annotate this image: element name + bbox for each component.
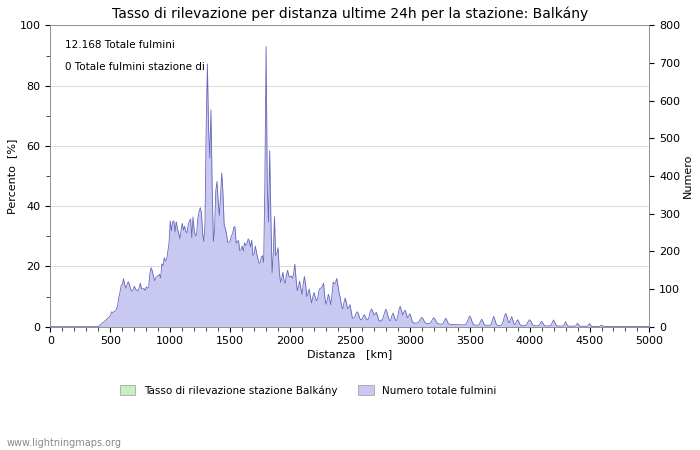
- Text: 12.168 Totale fulmini: 12.168 Totale fulmini: [65, 40, 175, 50]
- Y-axis label: Percento  [%]: Percento [%]: [7, 138, 17, 214]
- Title: Tasso di rilevazione per distanza ultime 24h per la stazione: Balkány: Tasso di rilevazione per distanza ultime…: [112, 7, 588, 22]
- Legend: Tasso di rilevazione stazione Balkány, Numero totale fulmini: Tasso di rilevazione stazione Balkány, N…: [116, 381, 500, 400]
- Text: www.lightningmaps.org: www.lightningmaps.org: [7, 438, 122, 448]
- X-axis label: Distanza   [km]: Distanza [km]: [307, 349, 393, 359]
- Y-axis label: Numero: Numero: [683, 154, 693, 198]
- Text: 0 Totale fulmini stazione di: 0 Totale fulmini stazione di: [65, 62, 205, 72]
